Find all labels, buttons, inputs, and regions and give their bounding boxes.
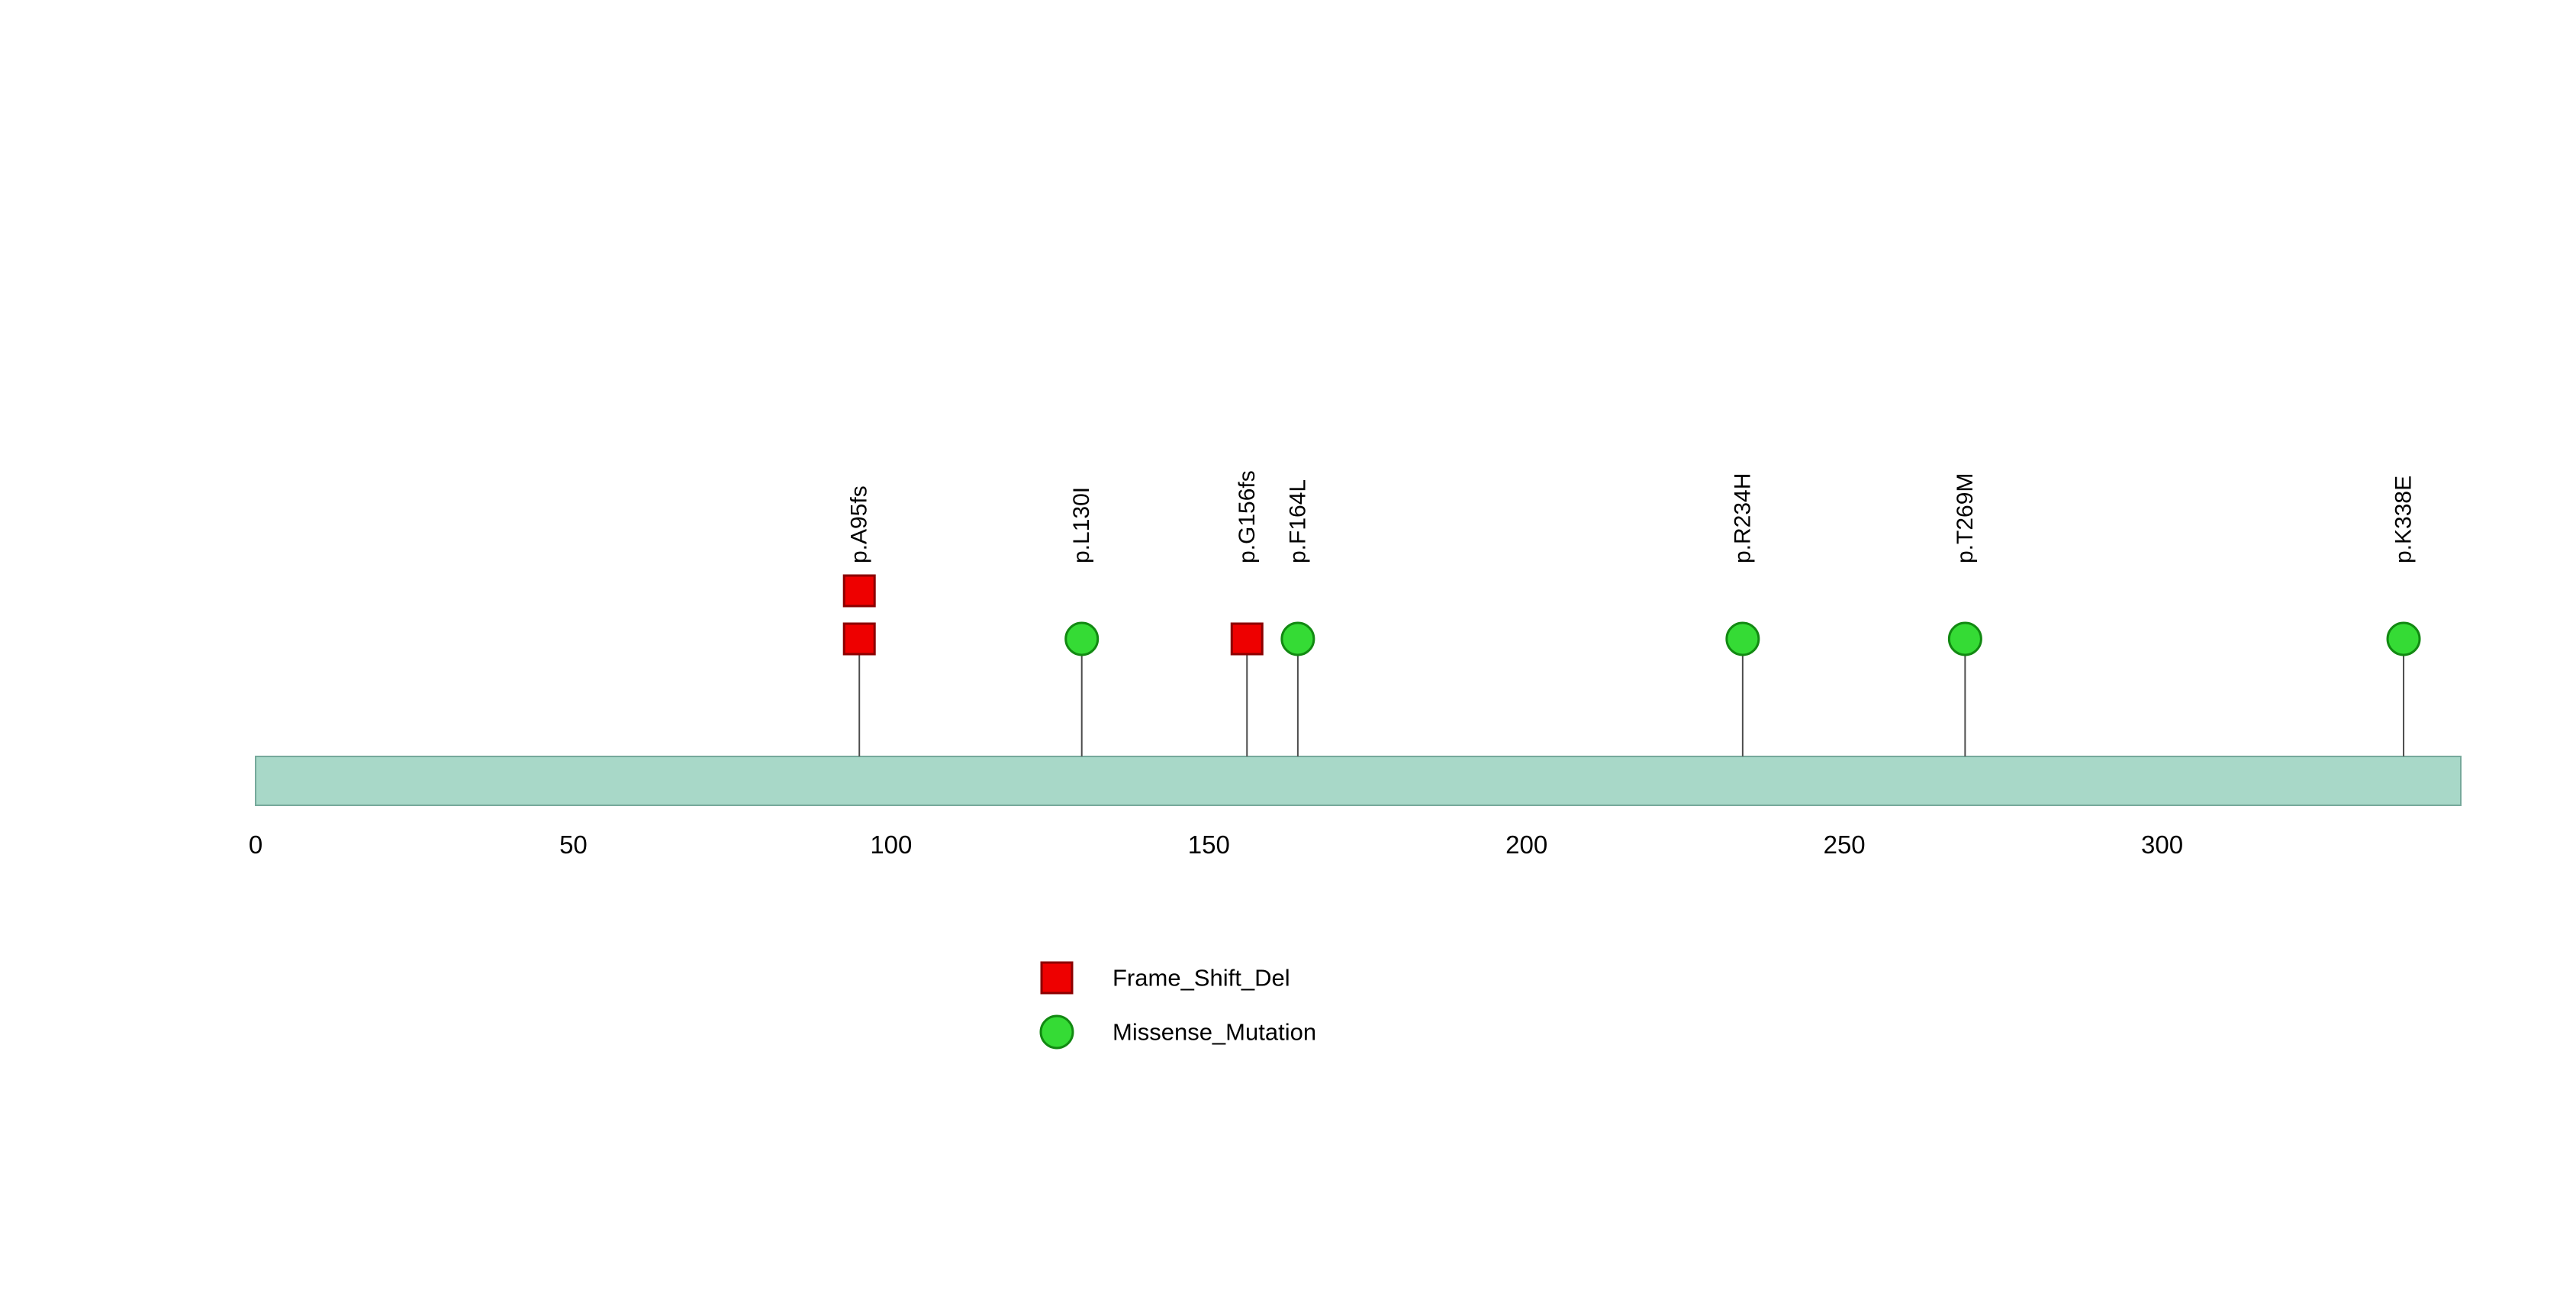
mutation-label: p.K338E [2391,476,2417,563]
axis-tick-label: 250 [1824,830,1866,859]
mutation-marker-circle [1064,621,1100,656]
axis-tick-label: 0 [249,830,262,859]
axis-tick-label: 200 [1505,830,1547,859]
mutation-label: p.T269M [1953,473,1978,563]
mutation-label: p.F164L [1285,479,1310,563]
axis-tick-label: 300 [2141,830,2183,859]
axis-tick-label: 50 [559,830,588,859]
mutation-marker-square [1230,622,1264,656]
mutation-label: p.R234H [1730,473,1755,563]
mutation-marker-square [842,574,876,608]
legend-label: Frame_Shift_Del [1113,965,1290,992]
mutation-label: p.A95fs [847,485,872,563]
protein-body-bar [255,756,2462,806]
mutation-marker-circle [1947,621,1982,656]
legend-swatch-circle [1039,1014,1074,1050]
mutation-marker-circle [2386,621,2421,656]
legend-swatch-square [1040,961,1074,995]
mutation-marker-circle [1280,621,1315,656]
mutation-marker-circle [1725,621,1760,656]
mutation-label: p.G156fs [1235,470,1260,563]
mutation-label: p.L130I [1069,487,1094,563]
axis-tick-label: 100 [870,830,912,859]
axis-tick-label: 150 [1188,830,1230,859]
mutation-marker-square [842,622,876,656]
legend-label: Missense_Mutation [1113,1019,1316,1046]
